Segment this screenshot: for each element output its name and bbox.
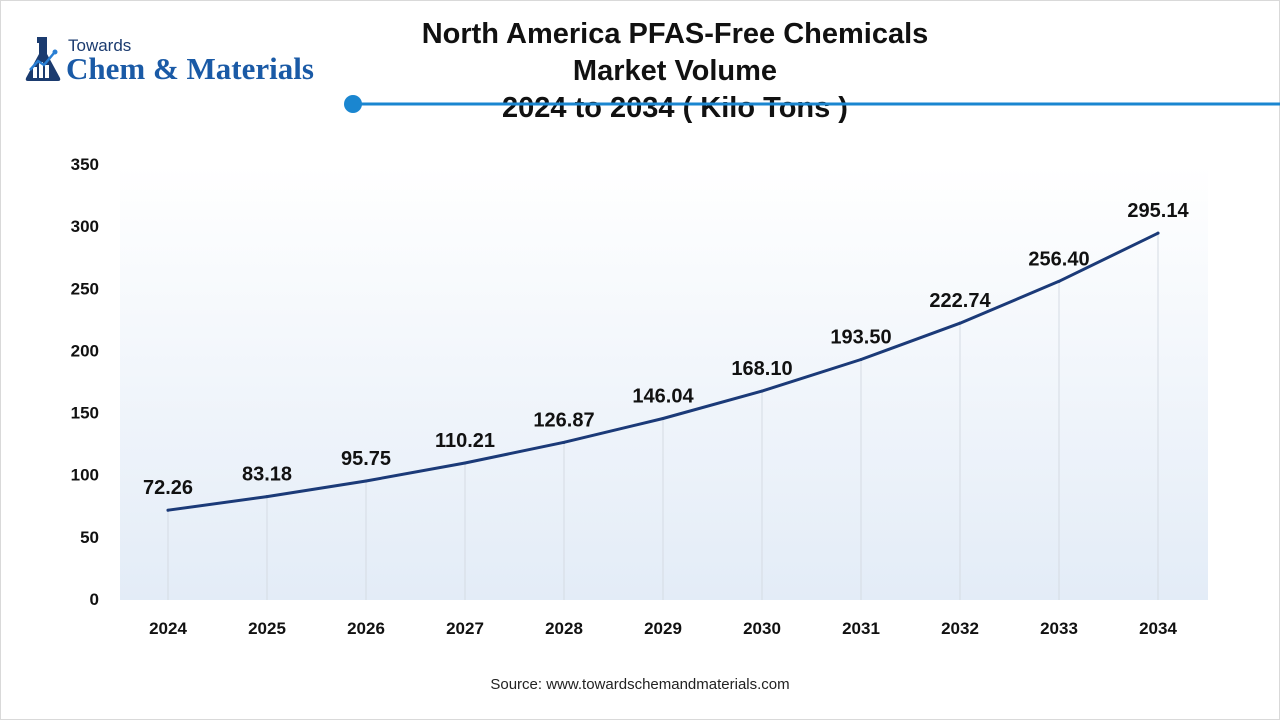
x-tick-label: 2034 bbox=[1139, 619, 1177, 638]
x-tick-label: 2027 bbox=[446, 619, 484, 638]
x-tick-label: 2031 bbox=[842, 619, 880, 638]
y-tick-label: 50 bbox=[80, 528, 99, 547]
y-tick-label: 200 bbox=[71, 341, 99, 360]
data-point bbox=[661, 416, 665, 420]
data-point bbox=[562, 440, 566, 444]
data-label: 295.14 bbox=[1127, 200, 1189, 222]
data-point bbox=[958, 321, 962, 325]
data-point bbox=[1156, 231, 1160, 235]
y-tick-label: 350 bbox=[71, 155, 99, 174]
chart-title-line-1: North America PFAS-Free Chemicals Market… bbox=[421, 18, 929, 87]
logo-towards-text: Towards bbox=[68, 36, 132, 55]
title-accent-rule bbox=[344, 95, 1280, 113]
x-tick-label: 2024 bbox=[149, 619, 187, 638]
accent-dot bbox=[344, 95, 362, 113]
y-tick-label: 150 bbox=[71, 404, 99, 423]
chart-title-line-2: 2024 to 2034 ( Kilo Tons ) bbox=[502, 92, 848, 124]
data-label: 256.40 bbox=[1028, 248, 1089, 270]
data-label: 193.50 bbox=[830, 327, 891, 349]
data-label: 168.10 bbox=[731, 358, 792, 380]
company-logo: Towards Chem & Materials bbox=[22, 34, 342, 94]
y-tick-label: 0 bbox=[90, 590, 99, 609]
data-point bbox=[463, 461, 467, 465]
data-point bbox=[166, 508, 170, 512]
data-label: 146.04 bbox=[632, 385, 694, 407]
x-tick-label: 2025 bbox=[248, 619, 286, 638]
x-tick-label: 2029 bbox=[644, 619, 682, 638]
data-label: 126.87 bbox=[533, 409, 594, 431]
data-point bbox=[760, 389, 764, 393]
data-label: 72.26 bbox=[143, 477, 193, 499]
data-point bbox=[364, 479, 368, 483]
source-note: Source: www.towardschemandmaterials.com bbox=[490, 676, 790, 693]
logo-chem-materials-text: Chem & Materials bbox=[66, 51, 314, 86]
x-tick-label: 2028 bbox=[545, 619, 583, 638]
flask-chart-icon bbox=[25, 37, 61, 81]
data-label: 110.21 bbox=[435, 430, 495, 452]
y-tick-label: 250 bbox=[71, 279, 99, 298]
data-label: 83.18 bbox=[242, 464, 292, 486]
x-tick-label: 2030 bbox=[743, 619, 781, 638]
data-point bbox=[859, 358, 863, 362]
y-tick-label: 100 bbox=[71, 466, 99, 485]
data-label: 222.74 bbox=[929, 290, 991, 312]
x-tick-label: 2026 bbox=[347, 619, 385, 638]
plot-area bbox=[120, 165, 1208, 600]
data-point bbox=[265, 495, 269, 499]
x-tick-label: 2032 bbox=[941, 619, 979, 638]
data-point bbox=[1057, 279, 1061, 283]
data-label: 95.75 bbox=[341, 448, 391, 470]
x-tick-label: 2033 bbox=[1040, 619, 1078, 638]
chart-title: North America PFAS-Free Chemicals Market… bbox=[400, 16, 950, 127]
y-tick-label: 300 bbox=[71, 217, 99, 236]
